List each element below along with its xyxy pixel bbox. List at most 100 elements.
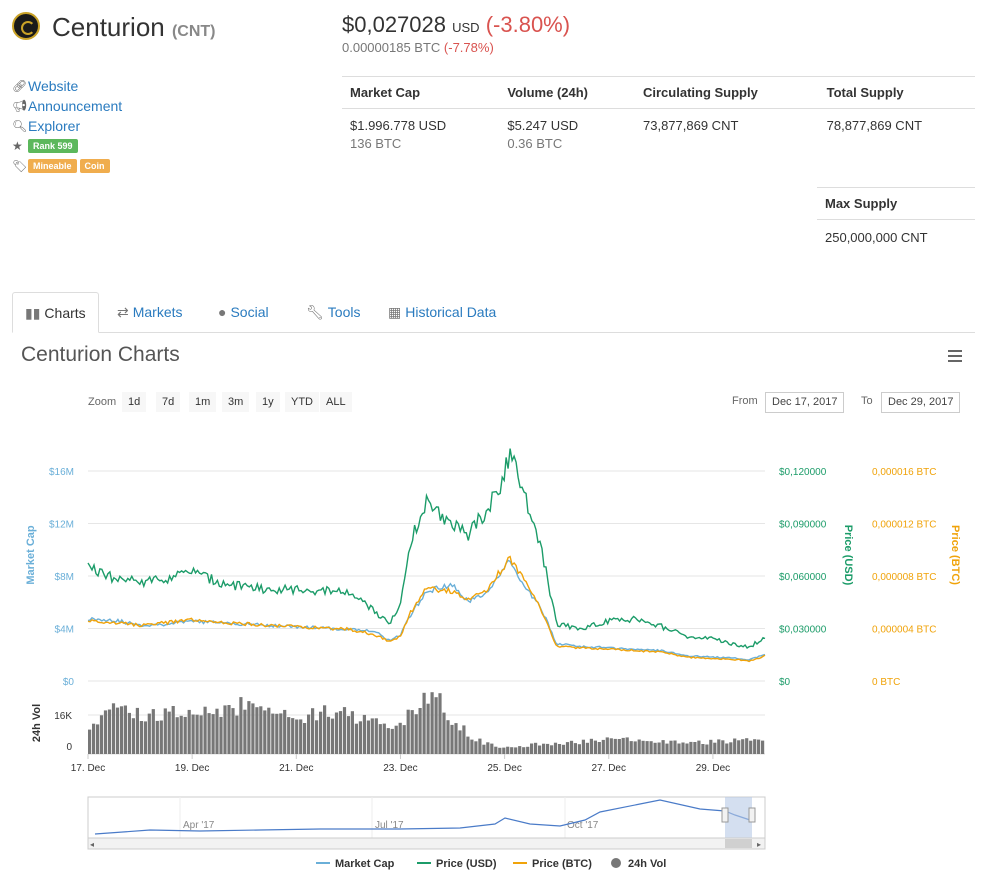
- zoom-7d-button[interactable]: 7d: [156, 392, 181, 412]
- x-axis-tick: 19. Dec: [175, 763, 209, 774]
- zoom-all-button[interactable]: ALL: [320, 392, 352, 412]
- volume-bar: [191, 714, 195, 754]
- volume-bar: [753, 739, 757, 754]
- left-axis-tick: $8M: [55, 572, 74, 583]
- website-link[interactable]: Website: [28, 78, 79, 94]
- navigator-label: Oct '17: [567, 820, 599, 831]
- volume-bar: [482, 744, 486, 754]
- from-date-input[interactable]: Dec 17, 2017: [765, 392, 845, 413]
- tab-historical-data[interactable]: ▦ Historical Data: [388, 304, 497, 320]
- usd-axis-label: Price (USD): [842, 525, 854, 586]
- volume-bar: [215, 708, 219, 754]
- volume-bar: [434, 697, 438, 754]
- price-btc-change: (-7.78%): [443, 40, 494, 55]
- navigator-label: Jul '17: [375, 820, 404, 831]
- volume-bar: [721, 740, 725, 754]
- volume-bar: [546, 743, 550, 754]
- volume-bar: [88, 729, 92, 754]
- volume-bar: [621, 737, 625, 754]
- announcement-link[interactable]: Announcement: [28, 98, 123, 114]
- zoom-ytd-button[interactable]: YTD: [285, 392, 319, 412]
- tab-tools[interactable]: 🔧︎ Tools: [306, 304, 361, 320]
- chart-navigator: Apr '17 Jul '17 Oct '17 ◂ ▸: [87, 796, 766, 850]
- volume-bar: [223, 705, 227, 754]
- volume-bar: [259, 706, 263, 754]
- x-axis-tick: 27. Dec: [592, 763, 626, 774]
- volume-bar: [569, 740, 574, 754]
- volume-bar: [418, 708, 422, 754]
- legend-item: Price (USD): [436, 858, 497, 870]
- volume-bar: [553, 742, 558, 754]
- navigator-selection: [725, 797, 752, 838]
- explorer-link[interactable]: Explorer: [28, 118, 81, 134]
- megaphone-icon: 📢︎: [12, 99, 28, 113]
- volume-bar: [96, 724, 100, 754]
- volume-bar: [669, 740, 673, 754]
- left-axis-tick: $0: [63, 677, 75, 688]
- volume-btc: 0.36 BTC: [507, 136, 563, 151]
- legend-item: 24h Vol: [628, 858, 666, 870]
- zoom-1d-button[interactable]: 1d: [122, 392, 147, 412]
- volume-bar: [247, 701, 251, 754]
- coin-symbol: (CNT): [171, 23, 216, 40]
- total-supply: 78,877,869 CNT: [826, 118, 923, 133]
- scroll-right-arrow: ▸: [757, 840, 761, 849]
- volume-bar: [199, 715, 203, 754]
- volume-bar: [526, 746, 530, 754]
- usd-axis-tick: $0,030000: [779, 625, 827, 636]
- volume-usd: $5.247 USD: [507, 118, 579, 133]
- volume-bar: [151, 709, 155, 754]
- volume-bar: [366, 720, 370, 754]
- zoom-1m-button[interactable]: 1m: [189, 392, 217, 412]
- volume-bar: [299, 719, 303, 754]
- volume-bar: [733, 738, 737, 754]
- x-axis-tick: 17. Dec: [71, 763, 105, 774]
- to-date-input[interactable]: Dec 29, 2017: [881, 392, 961, 413]
- volume-bar: [617, 739, 621, 754]
- price-usd: $0,027028 USD (-3.80%): [342, 12, 570, 38]
- volume-bar: [183, 716, 187, 754]
- to-label: To: [861, 395, 873, 407]
- volume-bar: [319, 711, 323, 754]
- volume-bar: [283, 709, 287, 754]
- volume-bar: [597, 742, 601, 754]
- volume-bar: [757, 739, 761, 754]
- volume-bar: [303, 723, 307, 754]
- volume-bar: [163, 708, 167, 754]
- navigator-scrollbar: [87, 837, 766, 850]
- zoom-1y-button[interactable]: 1y: [256, 392, 280, 412]
- volume-bars: [88, 692, 765, 754]
- volume-bar: [693, 742, 697, 754]
- volume-bar: [219, 716, 223, 754]
- volume-bar: [235, 715, 239, 754]
- chart-menu-icon[interactable]: [948, 350, 962, 362]
- left-axis-label: Market Cap: [25, 525, 37, 585]
- volume-bar: [478, 738, 482, 754]
- calendar-icon: ▦: [388, 304, 402, 320]
- volume-bar: [725, 743, 729, 754]
- volume-bar: [155, 720, 159, 754]
- tab-charts[interactable]: ▮▮ Charts: [12, 292, 99, 333]
- price-chart[interactable]: $0 $4M $8M $12M $16M $0 $0,030000 $0,060000 $0,0…: [0, 415, 992, 879]
- tab-markets[interactable]: ⇄ Markets: [117, 304, 183, 320]
- zoom-3m-button[interactable]: 3m: [222, 392, 250, 412]
- volume-bar: [342, 707, 347, 754]
- volume-bar: [179, 715, 183, 754]
- volume-bar: [295, 719, 299, 754]
- volume-bar: [705, 744, 709, 754]
- volume-bar: [458, 730, 462, 754]
- volume-bar: [175, 717, 179, 754]
- volume-bar: [243, 709, 247, 754]
- volume-bar: [677, 743, 681, 754]
- volume-bar: [203, 706, 207, 754]
- volume-bar: [251, 703, 255, 754]
- volume-bar: [550, 745, 554, 754]
- volume-bar: [741, 739, 745, 754]
- stats-table: Market Cap Volume (24h) Circulating Supp…: [342, 76, 975, 161]
- volume-bar: [534, 742, 538, 754]
- usd-axis-tick: $0: [779, 677, 791, 688]
- tab-bar: ▮▮ Charts ⇄ Markets ● Social 🔧︎ Tools ▦ Histo…: [12, 292, 975, 333]
- legend-item: Price (BTC): [532, 858, 592, 870]
- volume-bar: [143, 721, 147, 754]
- tab-social[interactable]: ● Social: [218, 304, 269, 320]
